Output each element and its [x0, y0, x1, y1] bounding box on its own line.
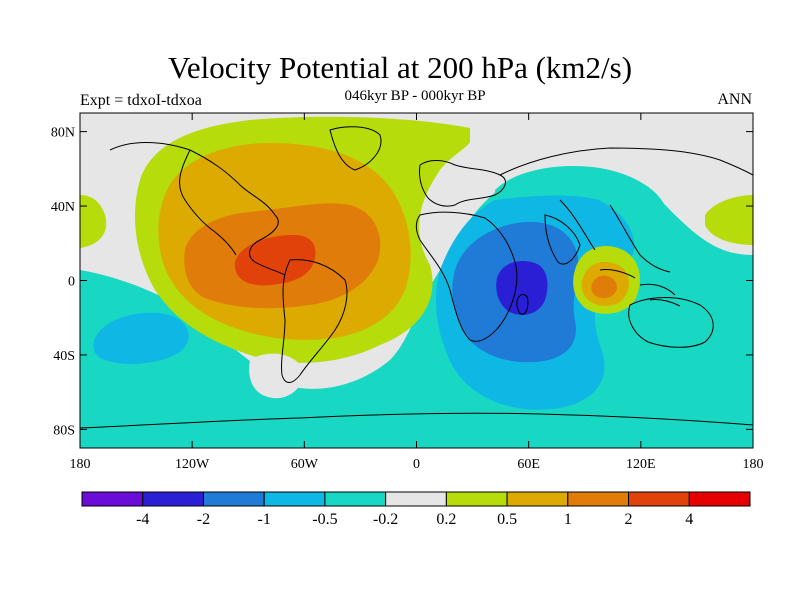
coast-greenland [329, 126, 382, 171]
level-neutral-arctic [470, 113, 753, 205]
x-tick-label: 60E [517, 457, 540, 472]
x-tick-label: 180 [70, 457, 91, 472]
colorbar-swatch [202, 491, 265, 507]
level-minus-0.2-eurasia [495, 166, 668, 215]
colorbar-label: -1 [258, 511, 271, 528]
x-tick-label: 60W [291, 457, 319, 472]
colorbar-swatch [445, 491, 508, 507]
colorbar-label: -0.2 [373, 511, 398, 528]
colorbar-swatch [628, 491, 690, 507]
coast-africa [415, 211, 518, 342]
level-2-central-america [234, 234, 316, 286]
colorbar-swatch [263, 491, 326, 507]
colorbar-swatch [385, 491, 447, 507]
colorbar-label: -2 [197, 511, 210, 528]
colorbar-label: 1 [564, 511, 572, 528]
plot-subtitle: 046kyr BP - 000kyr BP [344, 88, 486, 104]
level-0.2-europe-band [80, 195, 107, 248]
colorbar-swatch [688, 491, 751, 507]
velocity-potential-field [80, 113, 753, 448]
coastlines [80, 126, 753, 429]
y-tick-label: 40S [53, 349, 75, 364]
x-tick-label: 120W [175, 457, 210, 472]
coast-north-america [109, 142, 286, 276]
colorbar: -4 -2 -1 -0.5 -0.2 0.2 0.5 1 2 4 [81, 491, 751, 528]
colorbar-label: 2 [625, 511, 633, 528]
coast-antarctica [80, 412, 753, 429]
axis-ticks: 180 120W 60W 0 60E 120E 180 80N 40N 0 40S 80S [51, 113, 764, 472]
level-neutral-drake [249, 353, 303, 399]
coast-madagascar [516, 294, 529, 315]
colorbar-swatch [324, 491, 387, 507]
x-tick-label: 120E [626, 457, 656, 472]
coast-south-america [281, 259, 348, 383]
colorbar-swatch [567, 491, 630, 507]
level-1-maritime [591, 275, 617, 299]
y-tick-label: 80S [53, 423, 75, 438]
colorbar-label: 0.2 [436, 511, 456, 528]
level-0.2-east-pacific [705, 195, 753, 245]
colorbar-swatch [81, 491, 144, 507]
colorbar-label: -4 [136, 511, 149, 528]
season-label: ANN [717, 91, 752, 108]
coast-maritime-continent [599, 269, 681, 307]
colorbar-label: 0.5 [497, 511, 517, 528]
colorbar-label: -0.5 [312, 511, 337, 528]
plot-title: Velocity Potential at 200 hPa (km2/s) [167, 50, 633, 85]
colorbar-label: 4 [685, 511, 693, 528]
x-tick-label: 180 [743, 457, 764, 472]
level-minus-0.5-south-pacific [93, 312, 189, 364]
colorbar-swatch [506, 491, 569, 507]
colorbar-swatch [142, 491, 204, 507]
coast-australia [628, 297, 714, 348]
y-tick-label: 0 [68, 275, 75, 290]
coast-india [544, 214, 581, 265]
level-minus-2-indian-ocean [496, 260, 548, 315]
experiment-label: Expt = tdxoI-tdxoa [80, 92, 202, 109]
coast-europe [419, 160, 506, 207]
y-tick-label: 80N [51, 126, 75, 141]
x-tick-label: 0 [413, 457, 420, 472]
coast-asia [499, 147, 753, 273]
y-tick-label: 40N [51, 200, 75, 215]
